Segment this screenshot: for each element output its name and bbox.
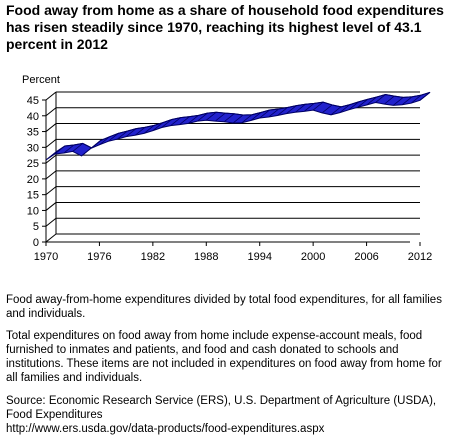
data-point <box>81 147 92 157</box>
data-point <box>99 136 110 146</box>
data-point <box>170 117 181 126</box>
x-tick-label: 1988 <box>194 251 218 263</box>
data-point <box>312 101 324 111</box>
gridline-diagonal <box>45 123 57 132</box>
x-tick-labels: 1970 1976 1982 1988 1994 2000 2006 2012 <box>34 251 432 263</box>
data-point <box>72 143 83 152</box>
data-point <box>259 109 270 119</box>
data-point <box>134 127 146 136</box>
y-tick-label: 10 <box>27 205 39 217</box>
data-point <box>348 101 360 111</box>
data-point <box>232 114 244 124</box>
data-point <box>410 94 422 104</box>
x-tick-label: 2012 <box>408 251 432 263</box>
gridline-diagonal <box>45 233 57 243</box>
data-point <box>161 119 173 128</box>
gridline-diagonal <box>45 107 57 117</box>
y-tick-labels: 0 5 10 15 20 25 30 35 40 45 <box>27 95 39 249</box>
data-point <box>188 115 199 124</box>
data-point <box>152 122 164 131</box>
data-point <box>223 113 235 123</box>
data-point <box>339 104 351 113</box>
source-text: Source: Economic Research Service (ERS),… <box>6 395 437 421</box>
data-point <box>384 95 395 105</box>
series-line-top <box>55 91 431 153</box>
source-note: Source: Economic Research Service (ERS),… <box>6 394 446 436</box>
data-point <box>375 94 386 103</box>
gridline-diagonal <box>45 186 57 196</box>
y-tick-label: 25 <box>27 158 39 170</box>
gridlines <box>42 91 421 246</box>
x-tick-label: 1976 <box>87 251 111 263</box>
gridline-diagonal <box>45 202 57 211</box>
data-point <box>250 112 262 121</box>
definition-note: Food away-from-home expenditures divided… <box>6 294 442 320</box>
y-tick-label: 45 <box>27 95 39 107</box>
x-tick-label: 1982 <box>141 251 165 263</box>
data-point <box>366 96 377 106</box>
data-point <box>125 128 137 137</box>
data-point <box>63 144 75 154</box>
data-point <box>286 105 297 114</box>
series-ribbon-face <box>45 91 431 161</box>
x-tick-label: 2000 <box>301 251 325 263</box>
y-tick-label: 30 <box>27 142 39 154</box>
y-tick-label: 15 <box>27 190 39 202</box>
data-point <box>303 103 315 112</box>
y-tick-label: 5 <box>33 221 39 233</box>
chart-title: Food away from home as a share of househ… <box>6 2 444 52</box>
x-tick-label: 2006 <box>354 251 378 263</box>
gridline-diagonal <box>45 154 57 164</box>
data-point <box>108 133 119 142</box>
gridline-diagonal <box>45 138 57 148</box>
data-point <box>268 108 279 118</box>
data-point <box>179 116 190 125</box>
series-ribbon <box>45 91 431 161</box>
y-tick-label: 35 <box>27 127 39 139</box>
detail-note: Total expenditures on food away from hom… <box>6 330 442 384</box>
x-tick-label: 1970 <box>34 251 58 263</box>
data-point <box>206 111 217 121</box>
x-tick-label: 1994 <box>247 251 271 263</box>
gridline-diagonal <box>45 217 57 227</box>
data-point <box>214 112 226 122</box>
data-point <box>241 114 253 124</box>
data-point <box>419 92 431 101</box>
data-point <box>45 151 57 161</box>
data-point <box>143 125 155 134</box>
y-tick-label: 0 <box>33 237 39 249</box>
y-tick-label: 20 <box>27 174 39 186</box>
y-tick-label: 40 <box>27 111 39 123</box>
y-axis-label: Percent <box>22 74 60 86</box>
data-point <box>321 104 333 114</box>
data-point <box>330 106 342 116</box>
data-point <box>393 97 404 106</box>
gridline-diagonal <box>45 170 57 180</box>
data-point <box>401 96 413 106</box>
data-point <box>197 112 208 122</box>
data-point <box>357 98 368 108</box>
data-point <box>277 107 288 116</box>
data-point <box>295 103 306 113</box>
source-url: http://www.ers.usda.gov/data-products/fo… <box>6 423 325 435</box>
gridline-diagonal <box>45 91 57 101</box>
data-point <box>116 130 128 140</box>
